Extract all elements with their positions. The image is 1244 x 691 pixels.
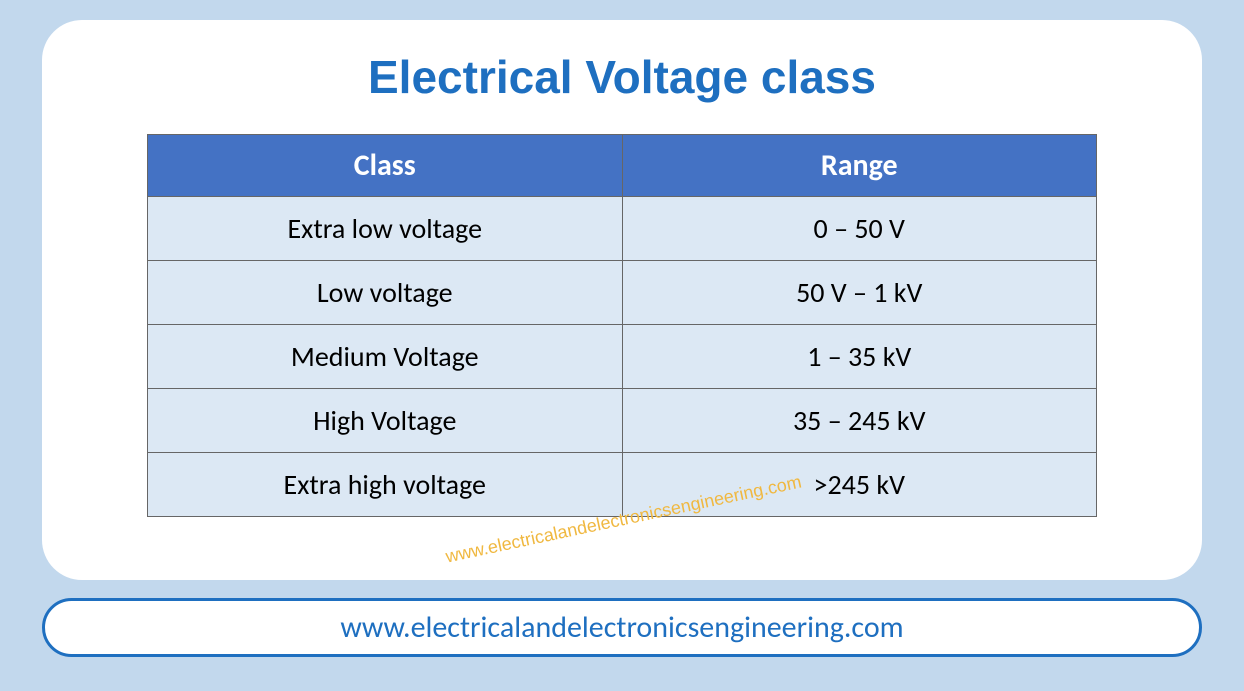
page-title: Electrical Voltage class — [368, 50, 876, 104]
table-header-row: Class Range — [148, 135, 1097, 197]
column-header-range: Range — [622, 135, 1097, 197]
class-cell: Low voltage — [148, 261, 623, 325]
column-header-class: Class — [148, 135, 623, 197]
range-cell: >245 kV — [622, 453, 1097, 517]
class-cell: Medium Voltage — [148, 325, 623, 389]
range-cell: 50 V – 1 kV — [622, 261, 1097, 325]
table-row: High Voltage 35 – 245 kV — [148, 389, 1097, 453]
footer-bar: www.electricalandelectronicsengineering.… — [42, 598, 1202, 657]
table-row: Medium Voltage 1 – 35 kV — [148, 325, 1097, 389]
table-row: Extra low voltage 0 – 50 V — [148, 197, 1097, 261]
class-cell: Extra high voltage — [148, 453, 623, 517]
range-cell: 35 – 245 kV — [622, 389, 1097, 453]
footer-url: www.electricalandelectronicsengineering.… — [340, 609, 903, 646]
voltage-table: Class Range Extra low voltage 0 – 50 V L… — [147, 134, 1097, 517]
class-cell: High Voltage — [148, 389, 623, 453]
content-card: Electrical Voltage class Class Range Ext… — [42, 20, 1202, 580]
table-row: Low voltage 50 V – 1 kV — [148, 261, 1097, 325]
class-cell: Extra low voltage — [148, 197, 623, 261]
range-cell: 0 – 50 V — [622, 197, 1097, 261]
range-cell: 1 – 35 kV — [622, 325, 1097, 389]
table-row: Extra high voltage >245 kV — [148, 453, 1097, 517]
